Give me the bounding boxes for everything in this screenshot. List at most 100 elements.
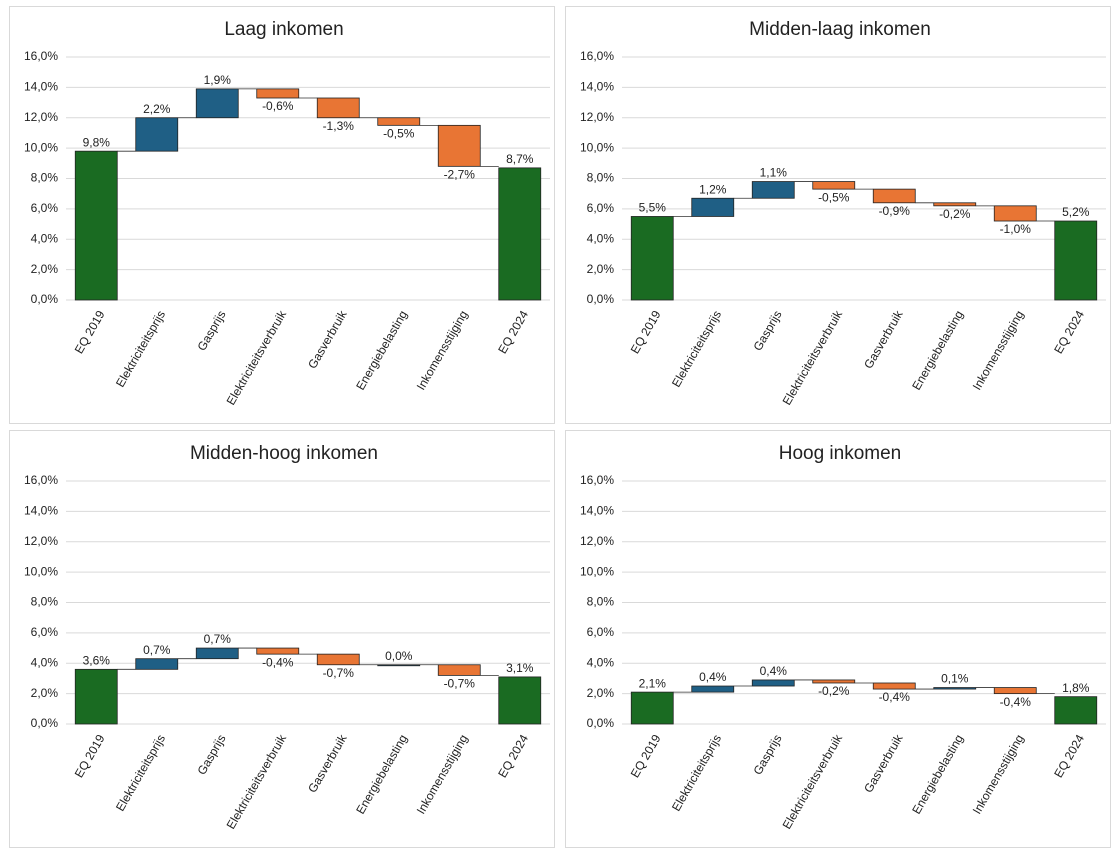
y-tick-label: 12,0% [580,110,614,124]
y-tick-label: 6,0% [587,625,615,639]
panel-border [9,430,555,848]
chart-panel: Midden-laag inkomen 0,0% 2,0% 4,0% 6,0% 8,0% 1… [565,6,1111,424]
bar [1054,220,1098,301]
bar [256,647,300,655]
value-label: -0,5% [818,190,850,204]
y-tick-label: 2,0% [31,686,59,700]
y-tick-label: 14,0% [24,80,58,94]
chart-panel: Laag inkomen 0,0% 2,0% 4,0% 6,0% 8,0% 10,0% 12,… [9,6,555,424]
value-label: -0,4% [879,690,911,704]
x-tick-label: EQ 2019 [628,308,664,356]
x-tick-label: Elektriciteitsverbruik [224,731,290,831]
y-tick-label: 14,0% [24,504,58,518]
y-tick-label: 10,0% [580,564,614,578]
y-tick-label: 8,0% [31,171,59,185]
x-tick-label: EQ 2019 [628,732,664,780]
bar [316,97,360,119]
value-label: 5,5% [639,201,667,215]
x-tick-label: EQ 2019 [72,732,108,780]
value-label: -0,6% [262,99,294,113]
chart-title: Hoog inkomen [779,443,902,464]
bar [812,679,856,684]
x-tick-label: Gasprijs [194,308,228,353]
y-tick-label: 0,0% [587,292,615,306]
x-tick-label: Elektriciteitsprijs [669,732,724,813]
y-tick-label: 0,0% [31,292,59,306]
value-label: -0,5% [383,127,415,141]
y-tick-label: 12,0% [24,110,58,124]
y-tick-label: 8,0% [31,595,59,609]
bar [630,216,674,301]
value-label: 5,2% [1062,205,1090,219]
x-tick-label: Energiebelasting [909,308,966,392]
y-tick-label: 16,0% [580,49,614,63]
y-tick-label: 10,0% [24,564,58,578]
bar [993,205,1037,222]
y-tick-label: 6,0% [31,201,59,215]
value-label: -0,9% [879,204,911,218]
y-tick-label: 10,0% [580,140,614,154]
chart-panel: Midden-hoog inkomen 0,0% 2,0% 4,0% 6,0% 8,0% 1… [9,430,555,848]
bar [437,664,481,676]
x-tick-label: Inkomensstijging [970,732,1027,816]
x-tick-label: Gasprijs [194,732,228,777]
x-tick-label: EQ 2024 [1051,308,1087,356]
bar [751,679,795,687]
x-tick-label: Energiebelasting [353,732,410,816]
x-tick-label: EQ 2024 [495,732,531,780]
bar [195,88,239,119]
panel-border [565,430,1111,848]
x-tick-label: Gasverbruik [861,731,906,795]
value-label: -0,4% [1000,695,1032,709]
y-tick-label: 2,0% [31,262,59,276]
x-tick-label: Gasprijs [750,308,784,353]
x-tick-label: Elektriciteitsprijs [113,732,168,813]
value-label: -1,0% [1000,222,1032,236]
bar [498,676,542,725]
bar [751,181,795,199]
y-tick-label: 14,0% [580,504,614,518]
value-label: -0,4% [262,655,294,669]
value-label: 0,7% [204,632,232,646]
y-tick-label: 4,0% [587,231,615,245]
bar [993,687,1037,695]
value-label: 2,2% [143,102,171,116]
bar [1054,696,1098,725]
y-tick-label: 6,0% [31,625,59,639]
value-label: 0,1% [941,672,969,686]
value-label: 2,1% [639,676,667,690]
value-label: 3,6% [83,653,111,667]
value-label: 9,8% [83,135,111,149]
value-label: -0,2% [818,684,850,698]
value-label: 8,7% [506,152,534,166]
value-label: 1,2% [699,182,727,196]
y-tick-label: 12,0% [24,534,58,548]
value-label: 1,1% [760,166,788,180]
bar [872,682,916,690]
value-label: 0,7% [143,643,171,657]
x-tick-label: Elektriciteitsverbruik [780,731,846,831]
value-label: 0,0% [385,649,413,663]
chart-title: Laag inkomen [224,19,343,40]
x-tick-label: Elektriciteitsprijs [113,308,168,389]
panel-border [9,6,555,424]
bar [933,202,977,207]
y-tick-label: 12,0% [580,534,614,548]
y-tick-label: 4,0% [31,231,59,245]
y-tick-label: 4,0% [31,655,59,669]
x-tick-label: EQ 2019 [72,308,108,356]
y-tick-label: 2,0% [587,686,615,700]
y-tick-label: 10,0% [24,140,58,154]
value-label: -0,2% [939,207,971,221]
y-tick-label: 4,0% [587,655,615,669]
x-tick-label: Gasverbruik [305,731,350,795]
x-tick-label: Elektriciteitsprijs [669,308,724,389]
bar [691,197,735,217]
chart-panel: Hoog inkomen 0,0% 2,0% 4,0% 6,0% 8,0% 10,0% 12,… [565,430,1111,848]
bar [812,181,856,190]
bar [195,647,239,660]
bar [437,124,481,167]
x-tick-label: Inkomensstijging [414,308,471,392]
chart-title: Midden-laag inkomen [749,19,931,40]
